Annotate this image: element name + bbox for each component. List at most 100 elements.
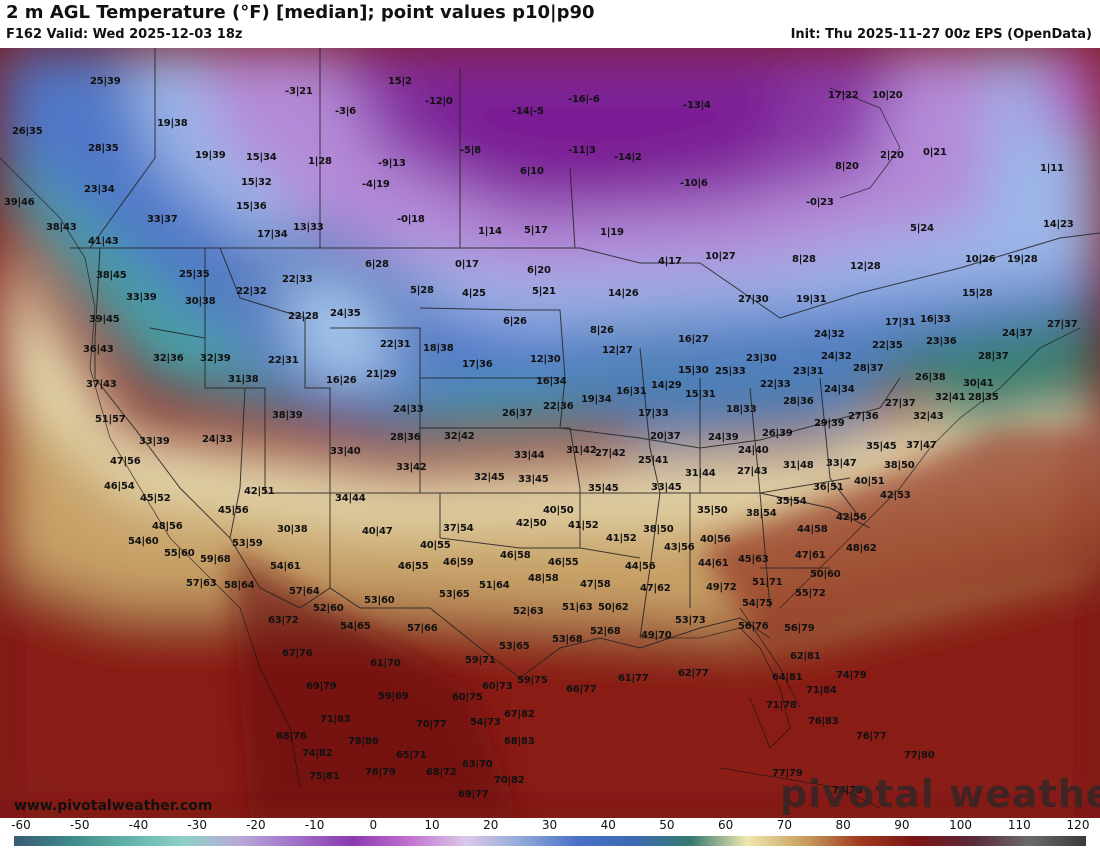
point-value: 38|50 <box>643 524 674 535</box>
colorbar-tick-label: -10 <box>304 818 325 832</box>
point-value: 23|31 <box>793 366 824 377</box>
point-value: 32|43 <box>913 411 944 422</box>
point-value: 28|35 <box>968 392 999 403</box>
colorbar-tick-label: 0 <box>369 818 378 832</box>
point-value: 31|48 <box>783 460 814 471</box>
colorbar-tick-label: 70 <box>776 818 793 832</box>
point-value: 28|35 <box>88 143 119 154</box>
point-value: 27|37 <box>885 398 916 409</box>
point-value: 52|68 <box>590 626 621 637</box>
point-value: 60|75 <box>452 692 483 703</box>
point-value: 26|35 <box>12 126 43 137</box>
point-value: 17|33 <box>638 408 669 419</box>
point-value: 35|50 <box>697 505 728 516</box>
point-value: 32|45 <box>474 472 505 483</box>
point-value: 51|71 <box>752 577 783 588</box>
point-value: 10|26 <box>965 254 996 265</box>
temperature-map[interactable]: 25|39 -3|21 15|2 -12|0 -14|-5 -16|-6 -13|4 17|2… <box>0 48 1100 818</box>
point-value: 37|47 <box>906 440 937 451</box>
point-value: 53|73 <box>675 615 706 626</box>
point-value: 40|56 <box>700 534 731 545</box>
point-value: 61|70 <box>370 658 401 669</box>
point-value: 68|76 <box>276 731 307 742</box>
point-value: 69|79 <box>306 681 337 692</box>
point-value: 40|50 <box>543 505 574 516</box>
point-value: 22|33 <box>282 274 313 285</box>
point-value: 23|34 <box>84 184 115 195</box>
point-value: 16|26 <box>326 375 357 386</box>
point-value: 41|52 <box>606 533 637 544</box>
point-value: 22|28 <box>288 311 319 322</box>
point-value: 61|77 <box>618 673 649 684</box>
point-value: 20|37 <box>650 431 681 442</box>
point-value: 12|30 <box>530 354 561 365</box>
point-value: -4|19 <box>362 179 390 190</box>
temperature-field <box>0 48 1100 818</box>
point-value: 40|47 <box>362 526 393 537</box>
point-value: 5|24 <box>910 223 934 234</box>
point-value: 48|56 <box>152 521 183 532</box>
point-value: 33|45 <box>518 474 549 485</box>
point-value: 22|31 <box>380 339 411 350</box>
point-value: 17|34 <box>257 229 288 240</box>
point-value: 47|58 <box>580 579 611 590</box>
point-value: 51|64 <box>479 580 510 591</box>
point-value: 44|56 <box>625 561 656 572</box>
colorbar-tick-label: 20 <box>483 818 499 832</box>
point-value: 54|61 <box>270 561 301 572</box>
point-value: 36|51 <box>813 482 844 493</box>
point-value: 47|62 <box>640 583 671 594</box>
point-value: 1|28 <box>308 156 332 167</box>
website-watermark: www.pivotalweather.com <box>14 798 213 814</box>
point-value: 33|37 <box>147 214 178 225</box>
point-value: 10|20 <box>872 90 903 101</box>
point-value: 44|61 <box>698 558 729 569</box>
colorbar-tick-label: 120 <box>1066 818 1090 832</box>
point-value: 53|65 <box>499 641 530 652</box>
point-value: 71|83 <box>320 714 351 725</box>
point-value: 53|68 <box>552 634 583 645</box>
point-value: 31|38 <box>228 374 259 385</box>
point-value: 38|50 <box>884 460 915 471</box>
point-value: 44|58 <box>797 524 828 535</box>
point-value: 69|77 <box>458 789 489 800</box>
point-value: 32|36 <box>153 353 184 364</box>
point-value: 46|55 <box>398 561 429 572</box>
point-value: 17|36 <box>462 359 493 370</box>
point-value: -10|6 <box>680 178 708 189</box>
init-time: Init: Thu 2025-11-27 00z EPS (OpenData) <box>790 27 1092 42</box>
colorbar-tick-label: 100 <box>949 818 972 832</box>
point-value: 45|52 <box>140 493 171 504</box>
point-value: 29|39 <box>814 418 845 429</box>
point-value: 25|33 <box>715 366 746 377</box>
point-value: 31|44 <box>685 468 716 479</box>
point-value: 52|60 <box>313 603 344 614</box>
point-value: 16|33 <box>920 314 951 325</box>
point-value: 38|45 <box>96 270 127 281</box>
point-value: 51|63 <box>562 602 593 613</box>
point-value: 37|43 <box>86 379 117 390</box>
point-value: 15|34 <box>246 152 277 163</box>
brand-watermark: pivotal weather <box>780 772 1100 816</box>
point-value: 24|35 <box>330 308 361 319</box>
point-value: 42|51 <box>244 486 275 497</box>
point-value: 41|43 <box>88 236 119 247</box>
point-value: 35|54 <box>776 496 807 507</box>
point-value: 68|83 <box>504 736 535 747</box>
point-value: 6|26 <box>503 316 527 327</box>
point-value: 76|79 <box>365 767 396 778</box>
point-value: 54|60 <box>128 536 159 547</box>
header: 2 m AGL Temperature (°F) [median]; point… <box>0 0 1100 48</box>
colorbar-tick-label: -30 <box>187 818 207 832</box>
colorbar-tick-label: 10 <box>424 818 440 832</box>
point-value: 35|45 <box>588 483 619 494</box>
point-value: 66|77 <box>566 684 597 695</box>
point-value: 33|42 <box>396 462 427 473</box>
point-value: 15|31 <box>685 389 716 400</box>
point-value: -14|2 <box>614 152 642 163</box>
point-value: 75|81 <box>309 771 340 782</box>
point-value: 57|63 <box>186 578 217 589</box>
colorbar: -60 -50 -40 -30 -20 -10 0 10 20 30 40 50 60 70 80 90 100… <box>0 818 1100 850</box>
colorbar-tick-label: -40 <box>128 818 149 832</box>
point-value: 4|17 <box>658 256 682 267</box>
